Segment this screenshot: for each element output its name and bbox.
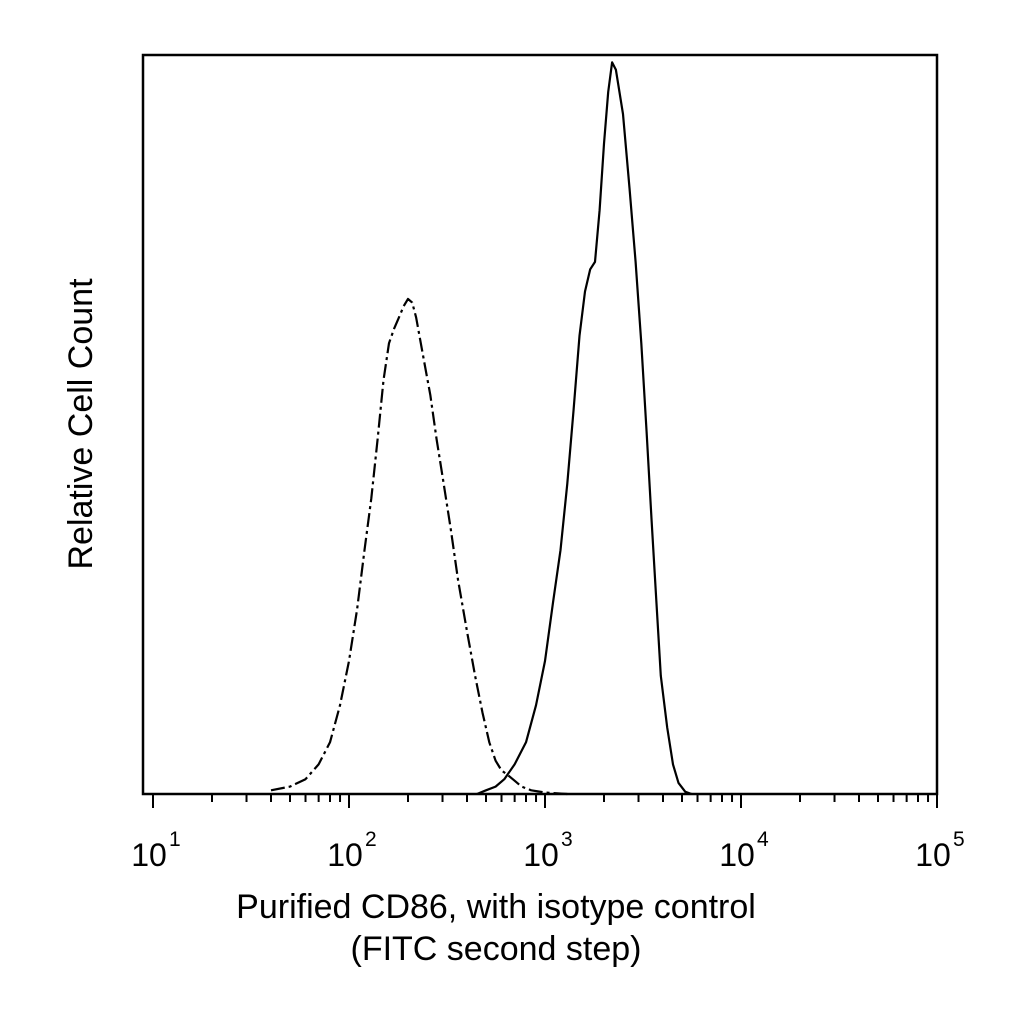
x-tick-label: 10 [523,837,559,873]
x-axis-tick-labels: 10 1 10 2 10 3 10 4 10 5 [131,828,964,873]
x-tick-label: 10 [327,837,363,873]
x-tick-label-exponent: 3 [561,828,573,851]
x-tick-label-exponent: 5 [953,828,965,851]
cd86-histogram-line [476,61,692,796]
series-layer [270,61,692,796]
x-axis-ticks [152,794,938,808]
x-tick-label: 10 [915,837,951,873]
x-axis-title-line2: (FITC second step) [351,930,642,968]
x-tick-label-exponent: 1 [169,828,181,851]
x-tick-label-exponent: 4 [757,828,769,851]
y-axis-title: Relative Cell Count [62,278,100,570]
x-tick-label: 10 [719,837,755,873]
x-tick-label: 10 [131,837,167,873]
x-tick-label-exponent: 2 [365,828,377,851]
x-axis-title: Purified CD86, with isotype control [236,888,756,926]
plot-frame [141,53,939,796]
isotype-control-histogram-line [270,297,568,796]
